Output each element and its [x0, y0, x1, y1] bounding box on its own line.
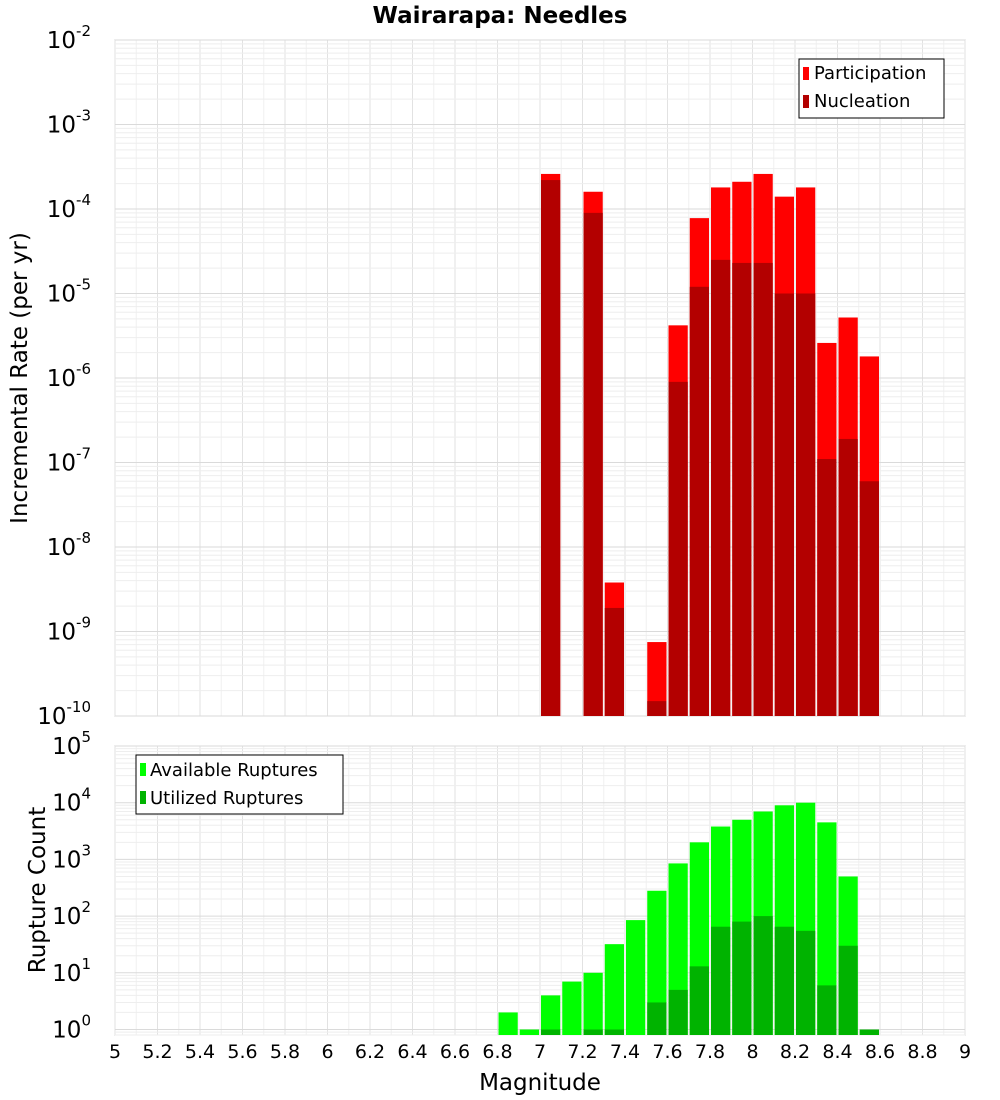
bars: [498, 802, 879, 1035]
y-tick-label: 10-7: [47, 445, 91, 477]
bar-utilized-ruptures: [774, 926, 794, 1035]
legend-swatch-available: [140, 763, 146, 776]
x-tick-label: 5.4: [185, 1041, 215, 1063]
bar-nucleation: [796, 293, 816, 716]
legend-label-nucleation: Nucleation: [814, 91, 910, 112]
x-tick-label: 7.6: [652, 1041, 682, 1063]
y-tick-label: 100: [52, 1012, 91, 1044]
x-tick-label: 6.2: [355, 1041, 385, 1063]
x-tick-label: 5.8: [270, 1041, 300, 1063]
x-tick-label: 7.2: [567, 1041, 597, 1063]
bar-available-ruptures: [519, 1029, 539, 1035]
bar-nucleation: [583, 212, 603, 716]
x-tick-label: 6: [321, 1041, 333, 1063]
bar-utilized-ruptures: [838, 945, 858, 1035]
legend-swatch-participation: [803, 67, 809, 80]
x-tick-label: 8.4: [822, 1041, 852, 1063]
y-tick-label: 102: [52, 898, 91, 930]
bar-utilized-ruptures: [859, 1029, 879, 1035]
x-tick-label: 6.4: [397, 1041, 427, 1063]
bar-nucleation: [604, 607, 624, 716]
bar-available-ruptures: [817, 822, 837, 1035]
bar-available-ruptures: [498, 1012, 518, 1035]
bar-available-ruptures: [626, 920, 646, 1035]
bar-nucleation: [647, 701, 667, 716]
bar-nucleation: [689, 286, 709, 716]
bar-utilized-ruptures: [689, 966, 709, 1035]
bar-available-ruptures: [541, 995, 561, 1035]
bar-nucleation: [541, 180, 561, 716]
bar-participation: [647, 642, 667, 716]
bar-nucleation: [668, 381, 688, 716]
x-tick-label: 6.6: [440, 1041, 470, 1063]
participation-panel: 10-10 10-9 10-8 10-7 10-6 10-5 10-4 10-3 10-2 In…: [7, 22, 966, 730]
legend-box: [798, 58, 945, 119]
x-tick-label: 6.8: [482, 1041, 512, 1063]
bar-nucleation: [711, 259, 731, 716]
bar-nucleation: [817, 459, 837, 716]
bar-utilized-ruptures: [583, 1029, 603, 1035]
x-tick-label: 7.8: [695, 1041, 725, 1063]
legend-swatch-nucleation: [803, 95, 809, 108]
y-tick-label: 10-4: [47, 191, 91, 223]
bar-nucleation: [753, 262, 773, 716]
legend: Participation Nucleation: [798, 58, 945, 119]
x-tick-label: 5.6: [227, 1041, 257, 1063]
y-tick-label: 10-6: [47, 360, 91, 392]
y-tick-label: 103: [52, 841, 91, 873]
x-tick-label: 5: [109, 1041, 121, 1063]
legend-swatch-utilized: [140, 791, 146, 804]
y-tick-label: 10-2: [47, 22, 91, 54]
bar-utilized-ruptures: [541, 1029, 561, 1035]
bar-utilized-ruptures: [711, 926, 731, 1035]
bar-available-ruptures: [647, 890, 667, 1035]
x-tick-label: 8.6: [865, 1041, 895, 1063]
x-tick-label: 8.2: [780, 1041, 810, 1063]
bar-utilized-ruptures: [817, 985, 837, 1035]
y-tick-labels: 10-10 10-9 10-8 10-7 10-6 10-5 10-4 10-3 10-2: [37, 22, 91, 730]
x-axis-label: Magnitude: [479, 1070, 601, 1096]
y-axis-label: Rupture Count: [25, 807, 51, 973]
bar-utilized-ruptures: [668, 989, 688, 1035]
bar-available-ruptures: [562, 981, 582, 1035]
bar-nucleation: [838, 438, 858, 716]
legend: Available Ruptures Utilized Ruptures: [135, 754, 344, 815]
y-tick-label: 10-3: [47, 107, 91, 139]
bar-utilized-ruptures: [753, 916, 773, 1035]
bars: [541, 173, 879, 716]
y-tick-labels: 100 101 102 103 104 105: [52, 728, 91, 1044]
legend-box: [135, 754, 344, 815]
bar-nucleation: [732, 262, 752, 716]
x-tick-label: 7.4: [610, 1041, 640, 1063]
x-tick-label: 5.2: [142, 1041, 172, 1063]
y-tick-label: 105: [52, 728, 91, 760]
x-tick-label: 7: [534, 1041, 546, 1063]
legend-label-participation: Participation: [814, 63, 926, 84]
y-tick-label: 10-8: [47, 529, 91, 561]
bar-utilized-ruptures: [647, 1002, 667, 1035]
bar-available-ruptures: [604, 944, 624, 1035]
bar-available-ruptures: [583, 972, 603, 1035]
y-tick-label: 10-9: [47, 614, 91, 646]
y-axis-label: Incremental Rate (per yr): [7, 232, 33, 524]
gridlines: [114, 39, 966, 717]
rupture-count-panel: 100 101 102 103 104 105 5 5.2 5.4 5.6 5.8 6 6.2 6.4 6…: [25, 728, 971, 1096]
y-tick-label: 104: [52, 785, 91, 817]
bar-utilized-ruptures: [604, 1029, 624, 1035]
legend-label-available: Available Ruptures: [150, 760, 318, 781]
bar-utilized-ruptures: [732, 921, 752, 1035]
chart-title: Wairarapa: Needles: [373, 3, 628, 29]
x-tick-label: 8.8: [907, 1041, 937, 1063]
legend-label-utilized: Utilized Ruptures: [150, 788, 303, 809]
x-tick-label: 9: [959, 1041, 971, 1063]
y-tick-label: 10-10: [37, 698, 91, 730]
bar-utilized-ruptures: [796, 930, 816, 1035]
bar-nucleation: [774, 293, 794, 716]
x-tick-label: 8: [746, 1041, 758, 1063]
x-tick-labels: 5 5.2 5.4 5.6 5.8 6 6.2 6.4 6.6 6.8 7 7.2 7.4 7.6 7.8 8…: [109, 1041, 971, 1063]
bar-nucleation: [859, 481, 879, 716]
y-tick-label: 101: [52, 955, 91, 987]
y-tick-label: 10-5: [47, 276, 91, 308]
